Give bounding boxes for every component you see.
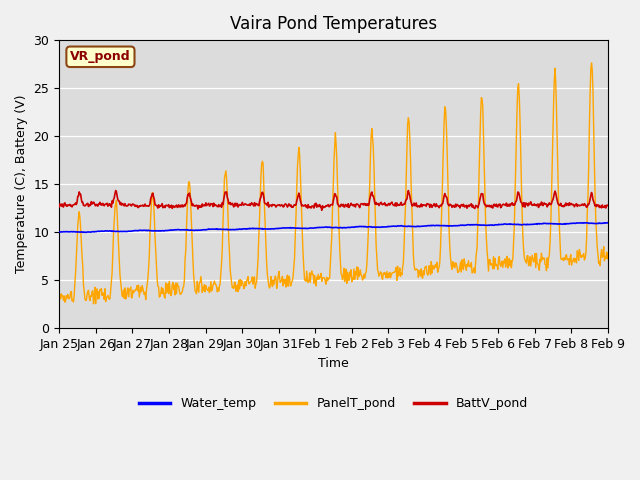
X-axis label: Time: Time (318, 357, 349, 370)
Legend: Water_temp, PanelT_pond, BattV_pond: Water_temp, PanelT_pond, BattV_pond (134, 392, 533, 415)
Text: VR_pond: VR_pond (70, 50, 131, 63)
Title: Vaira Pond Temperatures: Vaira Pond Temperatures (230, 15, 437, 33)
Y-axis label: Temperature (C), Battery (V): Temperature (C), Battery (V) (15, 95, 28, 274)
